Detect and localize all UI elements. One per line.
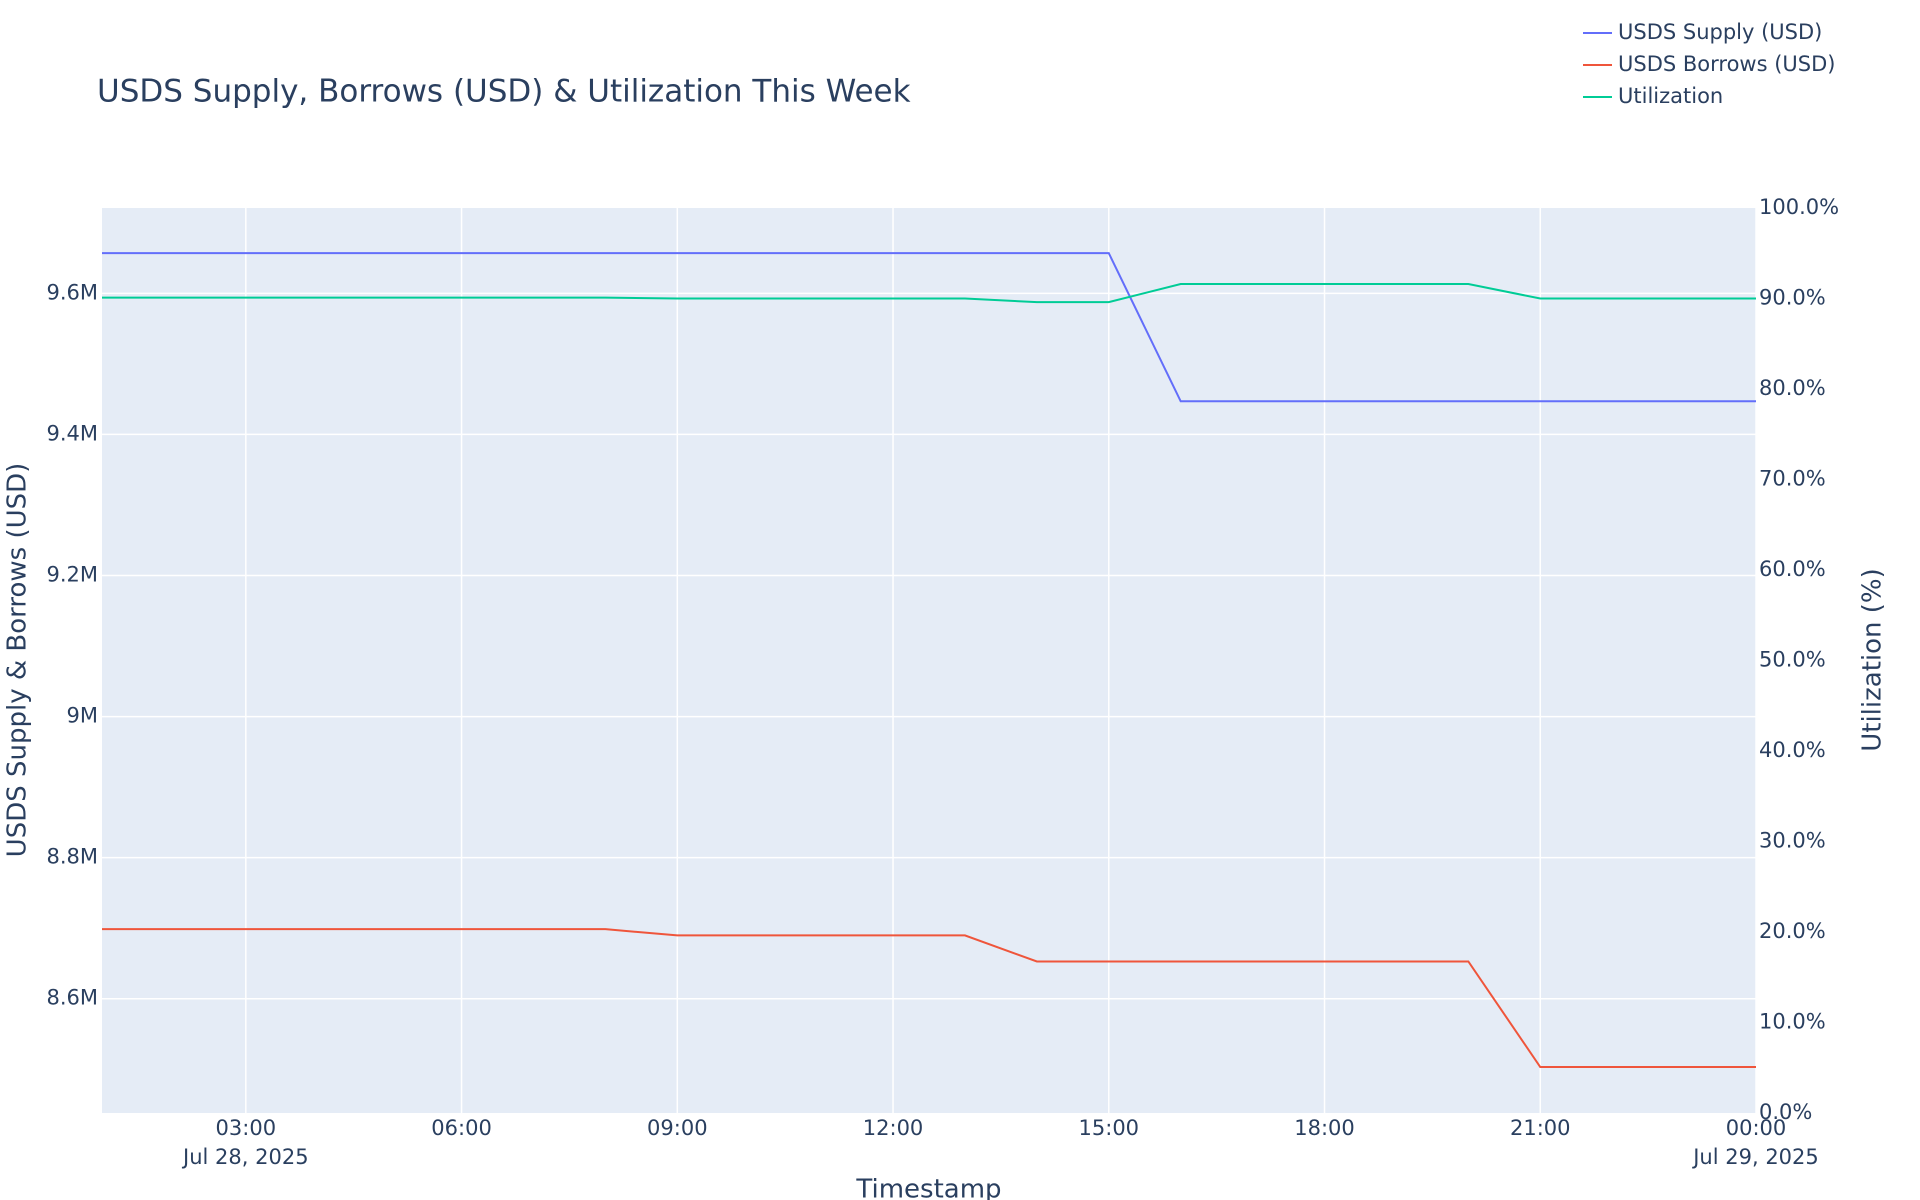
y-tick-label: 9.6M [46, 280, 98, 304]
x-tick-label: 12:00 [863, 1116, 924, 1140]
legend-label: USDS Supply (USD) [1618, 20, 1822, 44]
y2-tick-label: 50.0% [1759, 648, 1826, 672]
y2-tick-label: 60.0% [1759, 557, 1826, 581]
y-tick-label: 9.2M [46, 563, 98, 587]
x-tick-label: 18:00 [1294, 1116, 1355, 1140]
series-line [102, 283, 1756, 304]
y-axis-title: USDS Supply & Borrows (USD) [3, 463, 33, 858]
y2-tick-label: 30.0% [1759, 829, 1826, 853]
y2-tick-label: 20.0% [1759, 919, 1826, 943]
x-axis-title: Timestamp [855, 1175, 1001, 1200]
chart-title: USDS Supply, Borrows (USD) & Utilization… [97, 74, 911, 110]
y-tick-label: 8.6M [46, 986, 98, 1010]
series-line [102, 928, 1756, 1069]
y2-tick-label: 10.0% [1759, 1010, 1826, 1034]
x-tick-label: 03:00 [216, 1116, 277, 1140]
series-line [102, 252, 1756, 403]
x-tick-label: 00:00 [1726, 1116, 1787, 1140]
y2-tick-label: 0.0% [1759, 1100, 1812, 1124]
y2-axis-title: Utilization (%) [1858, 568, 1888, 752]
y2-tick-label: 100.0% [1759, 195, 1839, 219]
y-tick-label: 9M [67, 704, 98, 728]
grid [102, 208, 1757, 1113]
y-tick-label: 8.8M [46, 845, 98, 869]
x-tick-label: 15:00 [1079, 1116, 1140, 1140]
x-tick-label: 09:00 [647, 1116, 708, 1140]
x-tick-label: 21:00 [1510, 1116, 1571, 1140]
legend-label: Utilization [1618, 84, 1723, 108]
x-date-label: Jul 29, 2025 [1691, 1145, 1819, 1169]
x-tick-label: 06:00 [431, 1116, 492, 1140]
y2-tick-label: 80.0% [1759, 376, 1826, 400]
legend-label: USDS Borrows (USD) [1618, 52, 1835, 76]
y2-tick-label: 70.0% [1759, 467, 1826, 491]
x-date-label: Jul 28, 2025 [181, 1145, 309, 1169]
plot-background [102, 208, 1756, 1113]
y2-tick-label: 90.0% [1759, 286, 1826, 310]
y-tick-label: 9.4M [46, 421, 98, 445]
y2-tick-label: 40.0% [1759, 738, 1826, 762]
